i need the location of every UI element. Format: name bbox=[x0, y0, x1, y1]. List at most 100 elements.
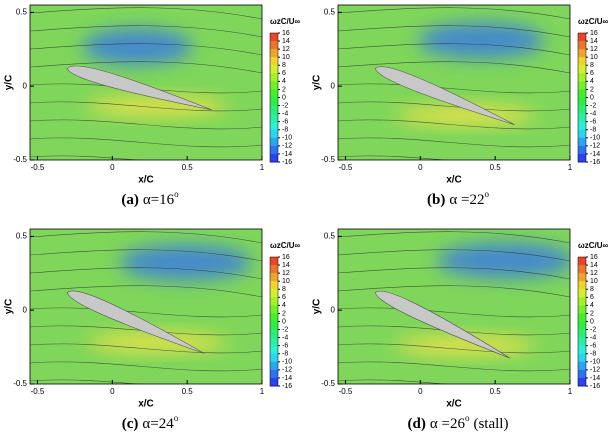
caption-alpha: 26 bbox=[450, 416, 466, 432]
plot-area bbox=[338, 229, 570, 384]
colorbar-tick-label: 14 bbox=[282, 262, 290, 269]
colorbar-band bbox=[578, 257, 586, 266]
colorbar-band bbox=[270, 33, 278, 42]
colorbar-band bbox=[578, 337, 586, 347]
colorbar-band bbox=[578, 81, 586, 90]
colorbar-band bbox=[578, 321, 586, 331]
colorbar-tick-label: 6 bbox=[590, 294, 594, 301]
y-tick-label: -0.5 bbox=[13, 379, 27, 388]
colorbar-band bbox=[270, 41, 278, 50]
y-axis-label: y/C bbox=[4, 299, 15, 315]
caption: (d) α =26o (stall) bbox=[408, 413, 509, 432]
colorbar-tick-label: 16 bbox=[590, 30, 598, 37]
colorbar-band bbox=[270, 377, 278, 387]
y-tick-label: 0.5 bbox=[324, 7, 336, 16]
x-tick-label: 0 bbox=[110, 163, 115, 172]
vorticity-negative bbox=[119, 244, 252, 281]
caption: (a) α=16o bbox=[121, 189, 179, 208]
colorbar-band bbox=[578, 145, 586, 155]
colorbar-tick-label: -8 bbox=[590, 127, 596, 134]
x-tick-label: -0.5 bbox=[339, 387, 353, 396]
colorbar-band bbox=[578, 361, 586, 371]
streamline bbox=[338, 43, 570, 56]
y-tick-label: 0 bbox=[331, 81, 336, 90]
colorbar-tick-label: -4 bbox=[590, 110, 596, 117]
plot-frame bbox=[29, 228, 263, 385]
caption-degree: o bbox=[174, 413, 179, 423]
streamline bbox=[338, 379, 449, 384]
colorbar-band bbox=[270, 313, 278, 322]
plot-frame bbox=[337, 4, 571, 161]
colorbar-tick-label: -10 bbox=[282, 135, 292, 142]
colorbar-tick-label: -2 bbox=[282, 326, 288, 333]
colorbar-band bbox=[578, 33, 586, 42]
colorbar-title: ωzC/U∞ bbox=[270, 17, 301, 26]
colorbar-tick-label: -8 bbox=[590, 351, 596, 358]
streamline bbox=[338, 249, 570, 262]
colorbar-band bbox=[578, 113, 586, 123]
streamline bbox=[338, 343, 570, 354]
colorbar-band bbox=[270, 129, 278, 139]
colorbar-tick-label: -6 bbox=[282, 119, 288, 126]
colorbar-tick-label: -8 bbox=[282, 351, 288, 358]
colorbar-band bbox=[578, 57, 586, 66]
colorbar-tick-label: -12 bbox=[282, 143, 292, 150]
caption: (b) α =22o bbox=[427, 189, 489, 208]
colorbar-band bbox=[270, 73, 278, 82]
streamline bbox=[30, 119, 262, 130]
streamline bbox=[338, 61, 570, 74]
panel: -0.5 0 0.5 1 -0.5 0 0.5 x/C y/C ωzC/U∞ 16141210864… bbox=[4, 228, 301, 432]
colorbar-band bbox=[270, 369, 278, 379]
colorbar-band bbox=[578, 41, 586, 50]
colorbar-band bbox=[578, 313, 586, 322]
colorbar-tick-label: 10 bbox=[590, 54, 598, 61]
colorbar-tick-label: -12 bbox=[590, 143, 600, 150]
x-tick-label: 0.5 bbox=[490, 163, 502, 172]
caption-label: (c) bbox=[122, 416, 139, 432]
colorbar-tick-label: -10 bbox=[590, 135, 600, 142]
y-tick-label: 0.5 bbox=[324, 231, 336, 240]
y-tick-label: 0 bbox=[331, 305, 336, 314]
vorticity-negative bbox=[82, 28, 193, 65]
y-tick-label: 0.5 bbox=[16, 231, 28, 240]
colorbar-tick-label: -2 bbox=[282, 102, 288, 109]
colorbar-tick-label: -14 bbox=[282, 151, 292, 158]
colorbar-tick-label: 8 bbox=[590, 62, 594, 69]
colorbar-tick-label: -14 bbox=[590, 151, 600, 158]
colorbar-tick-label: -4 bbox=[282, 110, 288, 117]
streamline bbox=[338, 101, 570, 112]
colorbar-tick-label: 14 bbox=[282, 38, 290, 45]
colorbar-tick-label: -14 bbox=[282, 375, 292, 382]
colorbar-tick-label: 6 bbox=[590, 70, 594, 77]
colorbar-band bbox=[270, 145, 278, 155]
plot-area bbox=[30, 229, 262, 384]
colorbar-tick-label: 10 bbox=[282, 54, 290, 61]
colorbar-band bbox=[270, 305, 278, 314]
x-tick-label: 0 bbox=[418, 387, 423, 396]
colorbar-band bbox=[270, 297, 278, 306]
colorbar-tick-label: 12 bbox=[282, 270, 290, 277]
streamline bbox=[338, 307, 570, 318]
caption-prefix: α = bbox=[449, 192, 469, 208]
colorbar-band bbox=[270, 281, 278, 290]
x-tick-label: 0.5 bbox=[182, 387, 194, 396]
streamline bbox=[338, 267, 570, 280]
colorbar-tick-label: -2 bbox=[590, 102, 596, 109]
colorbar-band bbox=[578, 353, 586, 363]
caption-alpha: 24 bbox=[159, 416, 175, 432]
x-tick-label: -0.5 bbox=[31, 163, 45, 172]
colorbar-band bbox=[578, 281, 586, 290]
streamline bbox=[30, 249, 262, 262]
y-tick-label: -0.5 bbox=[321, 379, 335, 388]
caption-prefix: α= bbox=[143, 192, 159, 208]
colorbar-tick-label: 0 bbox=[282, 94, 286, 101]
colorbar-tick-label: 4 bbox=[590, 78, 594, 85]
caption-alpha: 22 bbox=[469, 192, 484, 208]
colorbar-band bbox=[270, 121, 278, 131]
plot-frame bbox=[29, 4, 263, 161]
colorbar-tick-label: 2 bbox=[282, 310, 286, 317]
caption-degree: o bbox=[465, 413, 470, 423]
colorbar-band bbox=[270, 113, 278, 123]
colorbar-tick-label: 0 bbox=[590, 94, 594, 101]
